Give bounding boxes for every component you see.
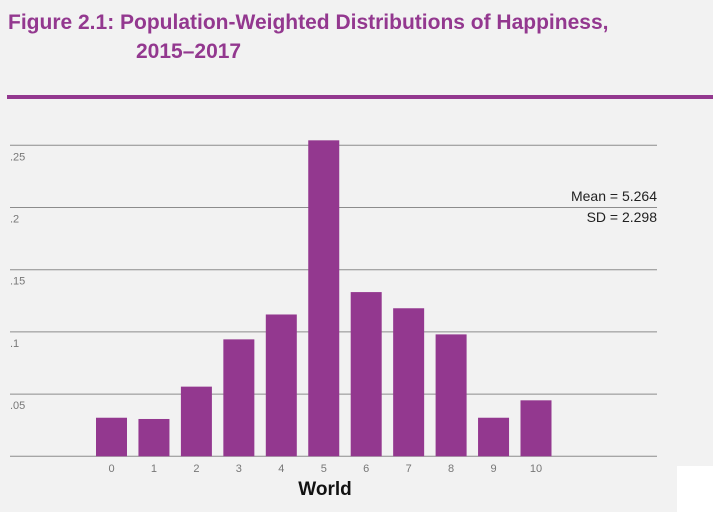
x-tick-label: 9 <box>490 463 496 475</box>
x-tick-label: 1 <box>151 463 157 475</box>
bar-4 <box>265 314 297 457</box>
bar-2 <box>180 386 212 457</box>
title-line-1: Figure 2.1: Population-Weighted Distribu… <box>8 11 609 34</box>
y-tick-label: .2 <box>10 214 19 226</box>
x-tick-label: 6 <box>363 463 369 475</box>
y-tick-label: .05 <box>10 400 25 412</box>
bar-3 <box>223 339 255 457</box>
y-tick-label: .25 <box>10 151 25 163</box>
x-tick-label: 0 <box>108 463 114 475</box>
bar-1 <box>138 418 170 457</box>
bar-8 <box>435 334 467 457</box>
figure-title: Figure 2.1: Population-Weighted Distribu… <box>8 8 608 66</box>
sd-annotation: SD = 2.298 <box>587 209 658 225</box>
x-tick-label: 5 <box>321 463 327 475</box>
title-line-2: 2015–2017 <box>136 40 242 63</box>
bar-7 <box>393 308 425 457</box>
x-tick-label: 4 <box>278 463 284 475</box>
bar-0 <box>96 417 127 457</box>
bar-6 <box>350 292 382 457</box>
title-rule <box>7 95 713 99</box>
x-tick-label: 2 <box>193 463 199 475</box>
y-tick-label: .1 <box>10 338 19 350</box>
x-tick-label: 7 <box>406 463 412 475</box>
x-axis-label: World <box>298 479 351 500</box>
x-tick-label: 10 <box>530 463 542 475</box>
y-tick-label: .15 <box>10 276 25 288</box>
x-tick-label: 3 <box>236 463 242 475</box>
mean-annotation: Mean = 5.264 <box>571 188 657 204</box>
bar-10 <box>520 400 552 457</box>
white-corner <box>677 466 713 512</box>
bar-9 <box>478 417 510 457</box>
x-tick-label: 8 <box>448 463 454 475</box>
bar-5 <box>308 140 340 457</box>
